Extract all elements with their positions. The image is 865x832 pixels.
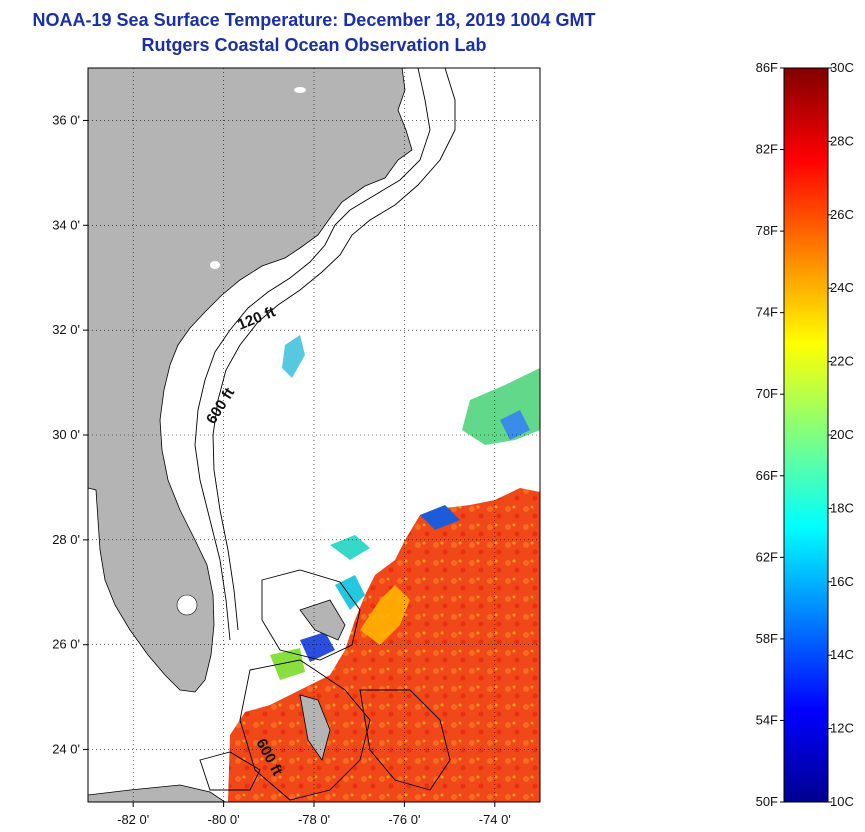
lat-tick-label: 32 0' xyxy=(52,322,80,337)
bahamas-land xyxy=(299,694,331,761)
sound-water xyxy=(294,87,306,93)
sst-cool-patch xyxy=(420,505,460,530)
bank-contour xyxy=(239,659,371,801)
sst-cool-patch xyxy=(330,535,370,560)
latitude-axis: 24 0' 26 0' 28 0' 30 0' 32 0' 34 0' 36 0' xyxy=(52,112,88,757)
colorbar-c-label: 30C xyxy=(830,60,854,75)
sst-front-patch xyxy=(360,585,410,645)
sst-cool-patch xyxy=(300,632,335,662)
isobath-120ft xyxy=(194,68,431,641)
colorbar-c-label: 24C xyxy=(830,280,854,295)
colorbar-c-label: 22C xyxy=(830,354,854,369)
sst-cool-patch xyxy=(335,575,365,610)
sst-cool-patch xyxy=(282,335,305,378)
lon-tick-label: -78 0' xyxy=(298,812,330,827)
colorbar-fahrenheit-labels: 86F 82F 78F 74F 70F 66F 62F 58F 54F 50F xyxy=(756,60,784,809)
colorbar-f-label: 66F xyxy=(756,468,778,483)
colorbar-f-label: 82F xyxy=(756,142,778,157)
colorbar-c-label: 10C xyxy=(830,794,854,809)
lat-tick-label: 24 0' xyxy=(52,742,80,757)
bank-contour xyxy=(359,689,451,791)
longitude-axis: -82 0' -80 0' -78 0' -76 0' -74 0' xyxy=(117,802,511,827)
colorbar-f-label: 86F xyxy=(756,60,778,75)
lon-tick-label: -82 0' xyxy=(117,812,149,827)
lon-tick-label: -74 0' xyxy=(479,812,511,827)
colorbar-f-label: 74F xyxy=(756,305,778,320)
bank-contour xyxy=(199,751,261,791)
us-land xyxy=(88,68,413,693)
lon-tick-label: -80 0' xyxy=(208,812,240,827)
map-subtitle: Rutgers Coastal Ocean Observation Lab xyxy=(141,35,487,55)
isobath-600ft xyxy=(212,68,456,631)
map-title: NOAA-19 Sea Surface Temperature: Decembe… xyxy=(32,10,596,30)
lat-tick-label: 28 0' xyxy=(52,532,80,547)
bahamas-land xyxy=(299,599,346,641)
colorbar-c-label: 26C xyxy=(830,207,854,222)
cuba-land xyxy=(88,784,226,802)
colorbar-c-label: 16C xyxy=(830,574,854,589)
colorbar-f-label: 50F xyxy=(756,794,778,809)
colorbar-f-label: 54F xyxy=(756,712,778,727)
lat-tick-label: 34 0' xyxy=(52,217,80,232)
colorbar-f-label: 62F xyxy=(756,549,778,564)
lat-tick-label: 36 0' xyxy=(52,112,80,127)
lon-tick-label: -76 0' xyxy=(388,812,420,827)
sound-water xyxy=(210,261,220,269)
lat-tick-label: 26 0' xyxy=(52,637,80,652)
sst-cool-patch xyxy=(270,648,305,680)
colorbar-f-label: 70F xyxy=(756,386,778,401)
colorbar xyxy=(783,67,829,803)
colorbar-f-label: 58F xyxy=(756,631,778,646)
lat-tick-label: 30 0' xyxy=(52,427,80,442)
colorbar-f-label: 78F xyxy=(756,223,778,238)
colorbar-c-label: 28C xyxy=(830,133,854,148)
colorbar-celsius-labels: 30C 28C 26C 24C 22C 20C 18C 16C 14C 12C 10C xyxy=(828,60,854,809)
lake-okeechobee xyxy=(176,594,198,616)
sst-cool-patch xyxy=(500,410,530,440)
colorbar-c-label: 14C xyxy=(830,647,854,662)
colorbar-c-label: 12C xyxy=(830,721,854,736)
colorbar-c-label: 18C xyxy=(830,500,854,515)
grid-lines xyxy=(88,68,540,802)
colorbar-c-label: 20C xyxy=(830,427,854,442)
